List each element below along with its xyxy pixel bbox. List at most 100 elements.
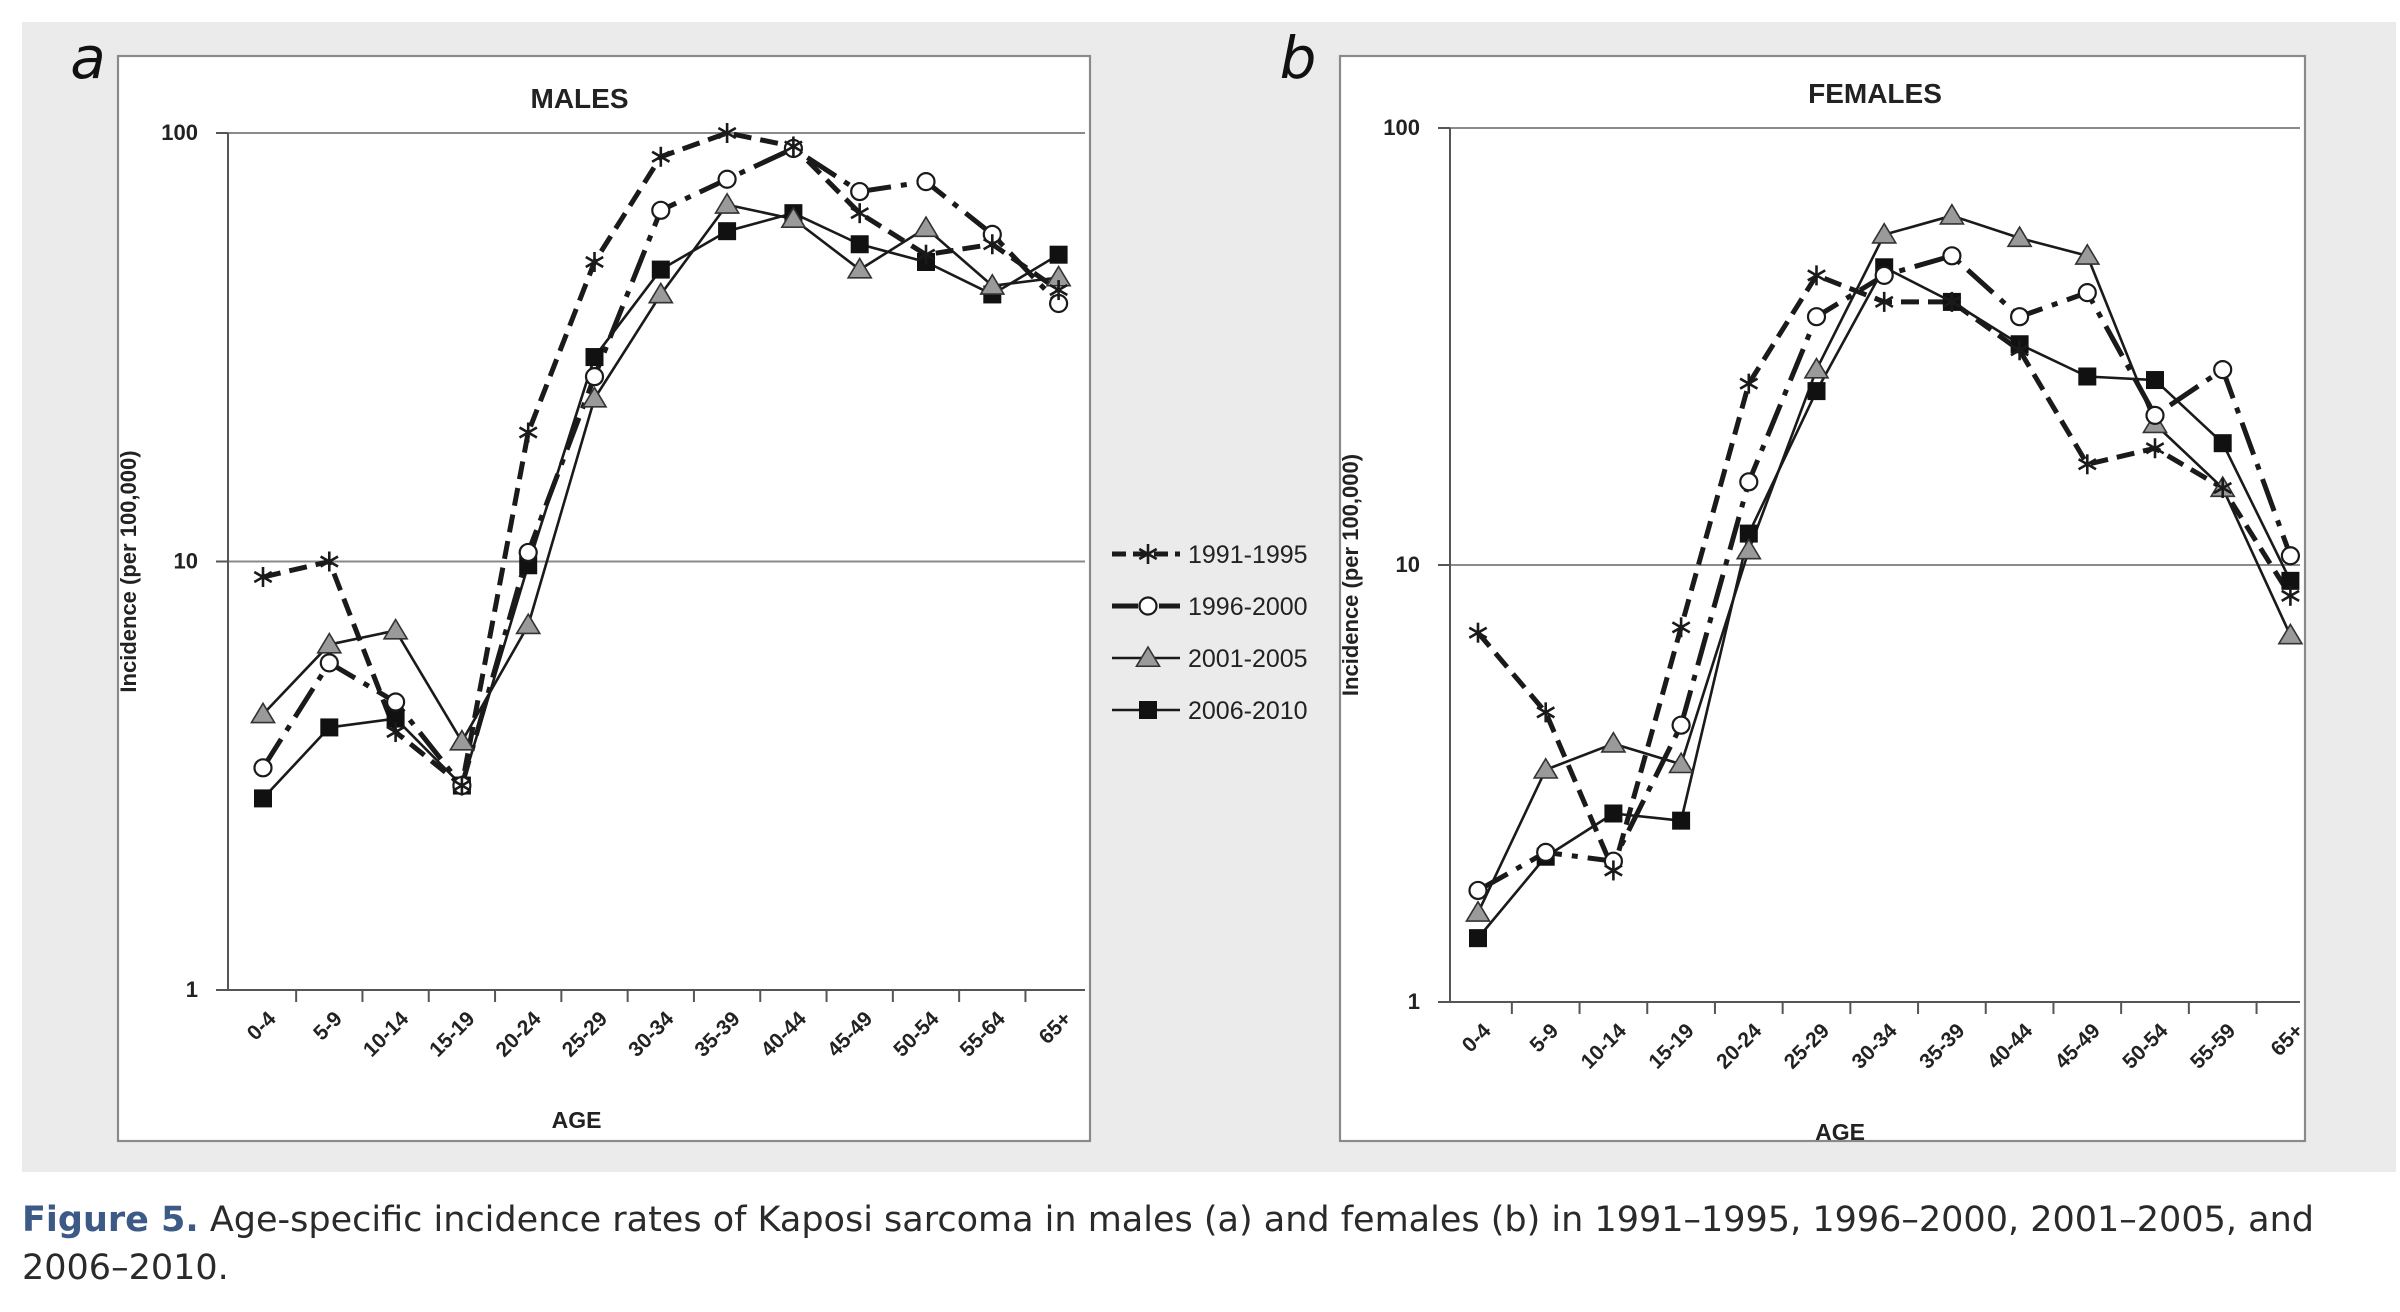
data-point-2006-2010 [2078, 367, 2097, 386]
y-tick-label: 10 [174, 549, 198, 574]
x-axis-label: AGE [552, 1107, 602, 1133]
data-point-1991-1995 [2077, 454, 2097, 475]
legend-marker [1139, 701, 1157, 719]
data-point-2001-2005 [1735, 537, 1762, 560]
data-point-2001-2005 [1532, 757, 1559, 779]
y-axis-label: Incidence (per 100,000) [1338, 454, 1363, 696]
data-point-2001-2005 [647, 281, 674, 304]
data-point-1996-2000 [651, 200, 671, 220]
data-point-1991-1995 [2145, 438, 2165, 459]
data-point-1991-1995 [1739, 373, 1759, 394]
chart-frame [1338, 54, 2307, 1143]
data-point-1991-1995 [253, 567, 273, 588]
data-point-1991-1995 [585, 251, 604, 272]
data-point-1996-2000 [1806, 307, 1827, 327]
legend-marker [1138, 596, 1158, 616]
data-point-2006-2010 [2281, 571, 2300, 590]
data-point-1996-2000 [1671, 715, 1691, 735]
legend-label: 1991-1995 [1188, 541, 1308, 569]
data-point-1996-2000 [253, 758, 273, 778]
data-point-1996-2000 [1874, 265, 1894, 285]
legend-marker [1138, 544, 1158, 564]
y-tick-label: 100 [1383, 115, 1420, 140]
data-point-2001-2005 [250, 701, 276, 724]
y-axis-label: Incidence (per 100,000) [116, 450, 141, 692]
data-point-2006-2010 [651, 260, 670, 279]
data-point-1991-1995 [1049, 280, 1068, 301]
caption-text: Age-specific incidence rates of Kaposi s… [22, 1200, 2314, 1288]
data-point-1991-1995 [1807, 265, 1826, 286]
data-point-1991-1995 [518, 422, 538, 443]
data-point-2006-2010 [254, 789, 272, 808]
data-point-2001-2005 [515, 612, 542, 635]
chart-title: MALES [531, 83, 629, 114]
data-point-2006-2010 [1739, 524, 1758, 543]
data-point-2001-2005 [979, 273, 1006, 295]
data-point-1996-2000 [1942, 246, 1962, 266]
legend-label: 2001-2005 [1188, 645, 1308, 673]
data-point-2001-2005 [1938, 203, 1965, 225]
data-point-1996-2000 [2145, 405, 2165, 425]
data-point-1996-2000 [2009, 307, 2030, 327]
data-point-2006-2010 [718, 222, 737, 241]
data-point-1996-2000 [1468, 880, 1488, 901]
data-point-1996-2000 [518, 542, 538, 563]
y-tick-label: 100 [161, 120, 198, 145]
data-point-2006-2010 [386, 709, 405, 728]
data-point-1991-1995 [717, 123, 737, 143]
data-point-2006-2010 [1604, 804, 1623, 823]
chart-title: FEMALES [1808, 78, 1942, 109]
legend-label: 2006-2010 [1188, 697, 1308, 725]
data-point-1991-1995 [850, 203, 870, 224]
data-point-2001-2005 [846, 257, 873, 279]
data-point-1996-2000 [2213, 359, 2233, 380]
data-point-2001-2005 [1668, 751, 1695, 774]
data-point-2001-2005 [913, 215, 939, 238]
y-tick-label: 10 [1396, 552, 1420, 577]
data-point-1996-2000 [916, 172, 936, 192]
data-point-1991-1995 [651, 146, 671, 167]
data-point-2001-2005 [1465, 900, 1491, 922]
data-point-1991-1995 [916, 244, 936, 265]
data-point-2001-2005 [448, 729, 475, 751]
legend: 1991-1995 1996-2000 2001-2005 2006-2010 [1112, 541, 1308, 725]
data-point-2001-2005 [1600, 731, 1627, 753]
data-point-1991-1995 [1604, 860, 1623, 881]
data-point-1996-2000 [1536, 842, 1556, 862]
data-point-2006-2010 [2146, 371, 2164, 390]
data-point-1996-2000 [2077, 283, 2097, 303]
data-point-2001-2005 [714, 192, 741, 214]
data-point-1991-1995 [452, 775, 472, 796]
data-point-1991-1995 [784, 136, 803, 157]
data-point-2001-2005 [316, 631, 343, 654]
data-point-1996-2000 [850, 181, 870, 202]
x-axis-label: AGE [1815, 1119, 1865, 1145]
chart-frame [116, 54, 1092, 1143]
data-point-1996-2000 [2280, 546, 2300, 566]
legend-label: 1996-2000 [1188, 593, 1308, 621]
data-point-2001-2005 [382, 617, 409, 640]
data-point-1991-1995 [2010, 340, 2029, 361]
data-point-1991-1995 [319, 551, 339, 572]
panel-label: a [70, 24, 106, 92]
data-point-1991-1995 [982, 234, 1002, 255]
data-point-2001-2005 [1871, 222, 1898, 244]
data-point-1996-2000 [319, 653, 339, 673]
data-point-2006-2010 [1672, 811, 1691, 830]
data-point-2006-2010 [1049, 245, 1068, 264]
data-point-2001-2005 [1803, 357, 1830, 379]
data-point-1991-1995 [1874, 291, 1894, 312]
data-point-2001-2005 [581, 386, 608, 408]
data-point-2001-2005 [2277, 622, 2304, 645]
data-point-1991-1995 [1536, 702, 1556, 723]
y-tick-label: 1 [186, 977, 198, 1002]
panel-label: b [1280, 24, 1317, 92]
data-point-2006-2010 [850, 235, 869, 254]
data-point-1996-2000 [717, 169, 737, 189]
data-point-2006-2010 [1469, 929, 1487, 948]
data-point-1991-1995 [2213, 478, 2233, 499]
figure-caption: Figure 5. Age-specific incidence rates o… [22, 1196, 2382, 1292]
data-point-2006-2010 [1807, 382, 1826, 401]
